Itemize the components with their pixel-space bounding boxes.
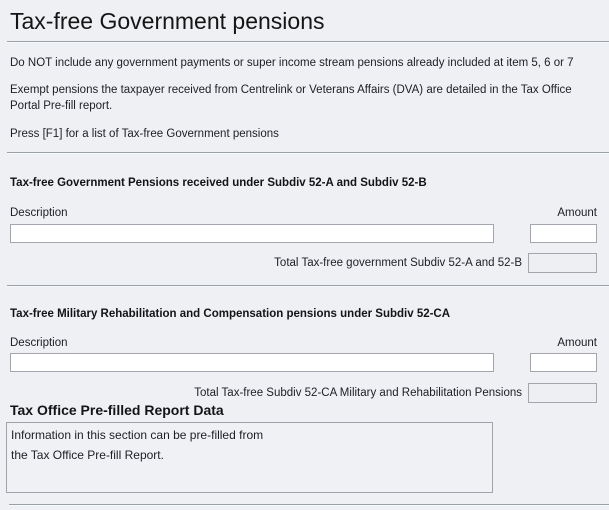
title-separator — [7, 41, 609, 43]
section-heading-subdiv-52ab: Tax-free Government Pensions received un… — [10, 177, 427, 189]
section-heading-subdiv-52ca: Tax-free Military Rehabilitation and Com… — [10, 308, 451, 320]
intro-note-exempt-pensions-line1: Exempt pensions the taxpayer received fr… — [10, 84, 572, 96]
description-input-subdiv-52ca[interactable] — [10, 353, 494, 372]
description-input-subdiv-52ab[interactable] — [10, 224, 494, 243]
prefill-section-heading: Tax Office Pre-filled Report Data — [10, 402, 224, 418]
prefill-info-line-1: Information in this section can be pre-f… — [11, 428, 264, 442]
intro-note-excluded-items: Do NOT include any government payments o… — [10, 57, 574, 69]
amount-label-subdiv-52ab: Amount — [557, 207, 597, 219]
bottom-separator — [9, 504, 609, 506]
prefill-info-box: Information in this section can be pre-f… — [6, 422, 493, 493]
section-separator — [7, 285, 609, 287]
intro-separator — [7, 152, 609, 154]
total-label-subdiv-52ab: Total Tax-free government Subdiv 52-A an… — [274, 257, 522, 269]
amount-input-subdiv-52ab[interactable] — [530, 224, 597, 243]
intro-note-press-f1: Press [F1] for a list of Tax-free Govern… — [10, 128, 279, 140]
page-title: Tax-free Government pensions — [10, 8, 325, 34]
amount-input-subdiv-52ca[interactable] — [530, 353, 597, 372]
total-value-subdiv-52ab — [528, 253, 597, 273]
description-label-subdiv-52ca: Description — [10, 337, 68, 349]
description-label-subdiv-52ab: Description — [10, 207, 68, 219]
amount-label-subdiv-52ca: Amount — [557, 337, 597, 349]
total-label-subdiv-52ca: Total Tax-free Subdiv 52-CA Military and… — [194, 387, 522, 399]
total-value-subdiv-52ca — [528, 383, 597, 403]
prefill-info-line-2: the Tax Office Pre-fill Report. — [11, 448, 164, 462]
intro-note-exempt-pensions-line2: Portal Pre-fill report. — [10, 100, 113, 112]
